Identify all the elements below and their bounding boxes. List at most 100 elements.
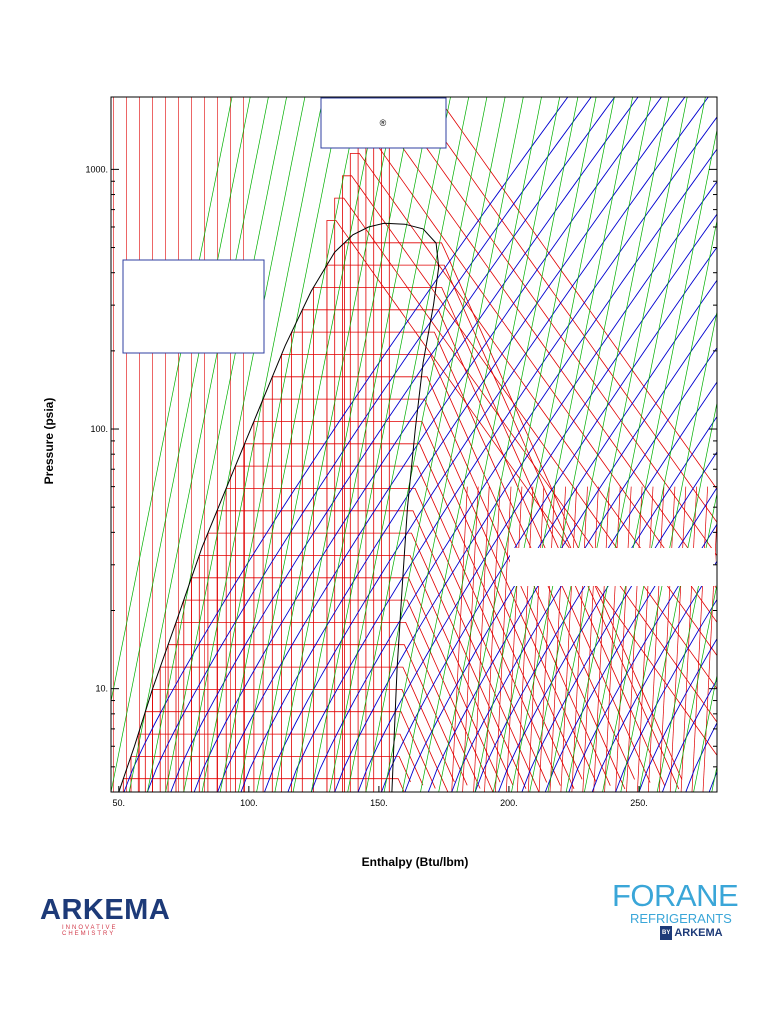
isotherm-line [144,711,436,792]
arkema-logo-name: ARKEMA [40,894,171,926]
isentrope-line [568,523,717,792]
y-tick-label: 10. [95,684,108,694]
forane-logo-by: BY ARKEMA [660,926,732,941]
isochore-line [638,400,717,792]
isochore-line [201,97,342,792]
isochore-line [347,97,488,792]
isochore-line [474,97,615,792]
isentrope-line [708,770,717,792]
isentrope-line [123,97,569,792]
y-tick-label: 100. [90,424,108,434]
blank-regions: ® [122,97,715,586]
x-tick-label: 50. [113,798,126,808]
isochore-line [219,97,360,792]
isochore-line [511,97,652,792]
isentrope-line [357,213,717,792]
isotherm-line [516,486,534,792]
isentrope-line [170,97,616,792]
isochore-line [292,97,433,792]
x-tick-label: 100. [240,798,258,808]
isentrope-line [310,148,717,792]
isochore-line [529,97,670,792]
isentrope-line [381,246,717,792]
isentrope-line [427,313,717,792]
isochore-line [329,97,470,792]
isotherm-line [244,443,575,792]
isotherm-line [326,264,680,792]
isotherm-line [495,486,512,792]
isotherm-line [637,486,654,792]
isochore-line [547,97,688,792]
isotherm-line [357,130,717,792]
isotherm-line [582,486,599,792]
isotherm-line [604,486,621,792]
isentrope-line [474,381,717,792]
x-tick-label: 250. [630,798,648,808]
isotherm-line [216,510,540,792]
isotherm-line [373,97,717,792]
isochore-line [656,491,717,792]
isochore-line [438,97,579,792]
isotherm-line [571,486,588,792]
x-tick-label: 150. [370,798,388,808]
by-badge: BY [660,926,673,941]
blank-right-band [510,548,715,586]
isochore-line [565,97,706,792]
isotherm-line [669,486,687,792]
y-tick-label: 1000. [85,164,108,174]
isentrope-line [591,560,717,792]
isochore-line [274,97,415,792]
isotherm-line [549,486,566,792]
isentrope-line [615,598,717,792]
isentrope-line [521,451,717,792]
registered-mark-box [320,97,447,149]
isentrope-line [544,486,717,792]
isochore-line [620,309,717,792]
isotherm-line [702,511,717,792]
isochore-line [401,97,542,792]
isochore-line [675,582,717,792]
axis-ticks: 50. 100. 150. 200. 250. 10. 100. 1000. [85,164,717,808]
isentrope-line [334,180,717,792]
isentrope-line [404,279,717,792]
isochore-line [183,97,324,792]
isotherm-line [191,577,501,792]
y-axis-title: Pressure (psia) [42,398,56,485]
isentrope-line [193,97,639,792]
isotherm-line [680,486,698,792]
isentrope-line [498,415,717,792]
isotherm-line [313,287,666,792]
isochore-line [111,97,233,703]
isentrope-line [240,97,686,792]
registered-mark: ® [380,118,387,128]
isotherm-line [593,486,610,792]
plot-frame [110,96,718,793]
isochore-line [748,97,768,792]
isochore-line [165,97,306,792]
isotherm-line [505,486,523,792]
isotherm-line [301,309,651,792]
saturation-curve [118,222,440,792]
isentrope-line [146,97,592,792]
isochore-line [310,97,451,792]
isotherm-line [342,175,717,792]
arkema-logo-tagline: INNOVATIVE CHEMISTRY [62,925,118,937]
forane-logo: FORANE REFRIGERANTS BY ARKEMA [612,880,739,950]
isotherm-line [527,486,545,792]
isotherm-line [473,486,490,792]
saturation-dome [118,222,440,792]
isochore-line [420,97,561,792]
isochore-line [238,97,379,792]
isochore-line [492,97,633,792]
property-lines [111,97,768,792]
isotherm-line [365,108,717,792]
forane-logo-sub: REFRIGERANTS [630,911,732,926]
isotherm-line [462,486,479,792]
by-arkema: ARKEMA [674,927,723,939]
isochore-line [365,97,506,792]
isochore-line [584,128,717,792]
isotherm-line [349,153,717,792]
isochore-line [456,97,597,792]
isentrope-line [451,346,717,792]
isochore-line [602,218,717,792]
